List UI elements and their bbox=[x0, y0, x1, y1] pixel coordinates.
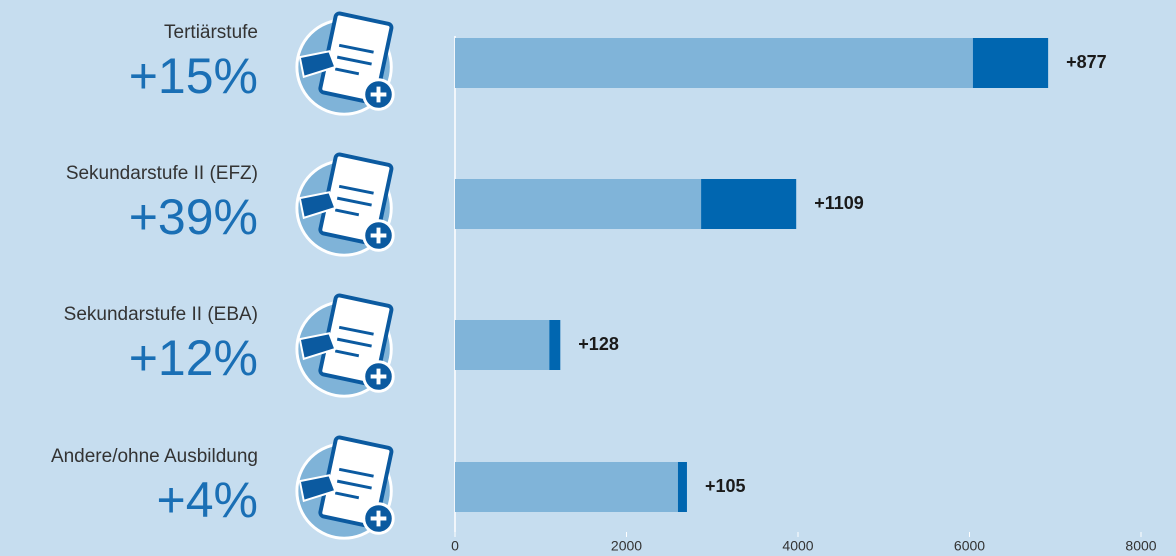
bar-segment bbox=[972, 38, 1049, 88]
x-tick-label: 6000 bbox=[954, 538, 985, 554]
bar-segment bbox=[677, 462, 687, 512]
x-tick-label: 8000 bbox=[1125, 538, 1156, 554]
bar-segment bbox=[455, 320, 550, 370]
category-label: Sekundarstufe II (EFZ) bbox=[66, 163, 258, 184]
value-label: +1109 bbox=[814, 193, 864, 213]
bar-segment bbox=[455, 38, 973, 88]
bar-segment bbox=[455, 179, 702, 229]
value-label: +128 bbox=[578, 334, 619, 354]
category-percent: +15% bbox=[129, 48, 258, 104]
icon bbox=[294, 292, 396, 399]
icon bbox=[294, 10, 396, 117]
category-label: Tertiärstufe bbox=[164, 22, 258, 43]
bar-segment bbox=[549, 320, 561, 370]
icon bbox=[294, 151, 396, 258]
icon bbox=[294, 434, 396, 541]
category-label: Sekundarstufe II (EBA) bbox=[64, 304, 258, 325]
bar-segment bbox=[455, 462, 678, 512]
x-tick-label: 4000 bbox=[782, 538, 813, 554]
value-label: +105 bbox=[705, 476, 746, 496]
category-percent: +12% bbox=[129, 330, 258, 386]
category-percent: +39% bbox=[129, 189, 258, 245]
x-tick-label: 2000 bbox=[611, 538, 642, 554]
category-percent: +4% bbox=[157, 472, 258, 528]
value-label: +877 bbox=[1066, 52, 1107, 72]
category-label: Andere/ohne Ausbildung bbox=[51, 446, 258, 467]
x-tick-label: 0 bbox=[451, 538, 459, 554]
bar-segment bbox=[701, 179, 797, 229]
